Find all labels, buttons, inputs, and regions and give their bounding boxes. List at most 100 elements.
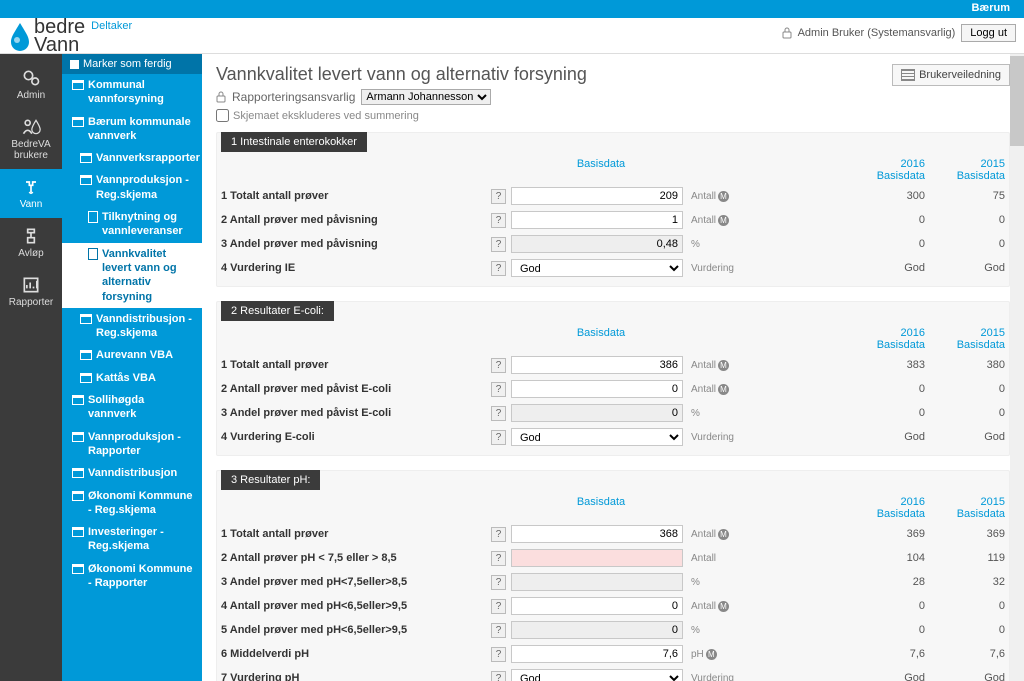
rail-item-admin[interactable]: Admin: [0, 60, 62, 109]
sidebar-item[interactable]: Investeringer - Reg.skjema: [62, 521, 202, 558]
y2-value: 369: [929, 525, 1009, 543]
sidebar-item-label: Sollihøgda vannverk: [88, 393, 194, 422]
m-icon: M: [718, 191, 729, 202]
y2-value: 0: [929, 597, 1009, 615]
sidebar-item[interactable]: Vannkvalitet levert vann og alternativ f…: [62, 243, 202, 308]
marker-done[interactable]: Marker som ferdig: [62, 54, 202, 74]
col-basis: Basisdata: [511, 327, 691, 351]
help-button[interactable]: ?: [491, 575, 506, 590]
col-year2: 2015: [925, 496, 1005, 508]
sidebar-item-label: Kommunal vannforsyning: [88, 78, 194, 107]
unit-label: %: [687, 622, 747, 639]
help-button[interactable]: ?: [491, 261, 506, 276]
col-year2: 2015: [925, 327, 1005, 339]
help-button[interactable]: ?: [491, 406, 506, 421]
value-input[interactable]: [511, 356, 683, 374]
unit-label: %: [687, 236, 747, 253]
col-year2: 2015: [925, 158, 1005, 170]
sidebar: Marker som ferdig Kommunal vannforsyning…: [62, 54, 202, 681]
value-input[interactable]: [511, 211, 683, 229]
sidebar-item-label: Vannkvalitet levert vann og alternativ f…: [102, 247, 194, 304]
folder-icon: [72, 432, 84, 442]
section-head: 2 Resultater E-coli:: [221, 301, 334, 321]
rail-item-rapporter[interactable]: Rapporter: [0, 267, 62, 316]
help-button[interactable]: ?: [491, 647, 506, 662]
row-label: 1 Totalt antall prøver: [217, 356, 487, 374]
folder-icon: [80, 175, 92, 185]
logo[interactable]: bedre Vann Deltaker: [8, 18, 132, 54]
value-input[interactable]: [511, 235, 683, 253]
sidebar-item[interactable]: Tilknytning og vannleveranser: [62, 206, 202, 243]
folder-icon: [72, 527, 84, 537]
sidebar-item[interactable]: Vannproduksjon - Reg.skjema: [62, 169, 202, 206]
sidebar-item-label: Aurevann VBA: [96, 348, 173, 362]
rail-item-avløp[interactable]: Avløp: [0, 218, 62, 267]
help-button[interactable]: ?: [491, 527, 506, 542]
sidebar-item[interactable]: Vanndistribusjon - Reg.skjema: [62, 308, 202, 345]
value-input[interactable]: [511, 525, 683, 543]
y1-value: 0: [849, 597, 929, 615]
rail-item-vann[interactable]: Vann: [0, 169, 62, 218]
row-label: 5 Andel prøver med pH<6,5eller>9,5: [217, 621, 487, 639]
folder-icon: [72, 491, 84, 501]
help-button[interactable]: ?: [491, 623, 506, 638]
sidebar-item[interactable]: Økonomi Kommune - Rapporter: [62, 558, 202, 595]
logout-button[interactable]: Logg ut: [961, 24, 1016, 42]
y1-value: God: [849, 428, 929, 446]
value-input[interactable]: [511, 621, 683, 639]
help-button[interactable]: ?: [491, 213, 506, 228]
sidebar-item[interactable]: Økonomi Kommune - Reg.skjema: [62, 485, 202, 522]
help-button[interactable]: ?: [491, 551, 506, 566]
value-select[interactable]: God: [511, 428, 683, 446]
col-basis: Basisdata: [511, 496, 691, 520]
y2-value: 0: [929, 621, 1009, 639]
unit-label: AntallM: [687, 357, 747, 374]
brand-top: bedre: [34, 18, 85, 36]
row-label: 4 Antall prøver med pH<6,5eller>9,5: [217, 597, 487, 615]
value-input[interactable]: [511, 597, 683, 615]
sidebar-item[interactable]: Vannverksrapporter: [62, 147, 202, 169]
section: 3 Resultater pH:Basisdata2016Basisdata20…: [216, 470, 1010, 681]
value-input[interactable]: [511, 187, 683, 205]
folder-icon: [80, 153, 92, 163]
sidebar-item[interactable]: Vanndistribusjon: [62, 462, 202, 484]
help-button[interactable]: ?: [491, 671, 506, 681]
sidebar-item-label: Vannproduksjon - Reg.skjema: [96, 173, 194, 202]
sidebar-item-label: Vanndistribusjon: [88, 466, 177, 480]
unit-label: AntallM: [687, 212, 747, 229]
help-button[interactable]: ?: [491, 189, 506, 204]
value-input[interactable]: [511, 573, 683, 591]
sidebar-item[interactable]: Sollihøgda vannverk: [62, 389, 202, 426]
help-button[interactable]: ?: [491, 358, 506, 373]
resp-select[interactable]: Armann Johannesson: [361, 89, 491, 105]
sidebar-item[interactable]: Kattås VBA: [62, 367, 202, 389]
m-icon: M: [718, 601, 729, 612]
unit-label: pHM: [687, 646, 747, 663]
sidebar-item-label: Vanndistribusjon - Reg.skjema: [96, 312, 194, 341]
folder-icon: [72, 564, 84, 574]
sidebar-item[interactable]: Bærum kommunale vannverk: [62, 111, 202, 148]
help-button[interactable]: ?: [491, 599, 506, 614]
sidebar-item[interactable]: Vannproduksjon - Rapporter: [62, 426, 202, 463]
header: bedre Vann Deltaker Admin Bruker (System…: [0, 18, 1024, 54]
value-input[interactable]: [511, 404, 683, 422]
unit-label: Vurdering: [687, 260, 747, 277]
col-basis: Basisdata: [511, 158, 691, 182]
y2-value: God: [929, 428, 1009, 446]
help-button[interactable]: ?: [491, 382, 506, 397]
value-input[interactable]: [511, 645, 683, 663]
rail-item-bedreva-brukere[interactable]: BedreVA brukere: [0, 109, 62, 169]
sidebar-item[interactable]: Kommunal vannforsyning: [62, 74, 202, 111]
value-input[interactable]: [511, 380, 683, 398]
help-button[interactable]: ?: [491, 430, 506, 445]
scrollbar[interactable]: [1010, 54, 1024, 681]
guide-button[interactable]: Brukerveiledning: [892, 64, 1010, 86]
sidebar-item[interactable]: Aurevann VBA: [62, 344, 202, 366]
y1-value: 0: [849, 621, 929, 639]
value-select[interactable]: God: [511, 259, 683, 277]
help-button[interactable]: ?: [491, 237, 506, 252]
value-select[interactable]: God: [511, 669, 683, 681]
exclude-checkbox[interactable]: [216, 109, 229, 122]
y1-value: 104: [849, 549, 929, 567]
value-input[interactable]: [511, 549, 683, 567]
